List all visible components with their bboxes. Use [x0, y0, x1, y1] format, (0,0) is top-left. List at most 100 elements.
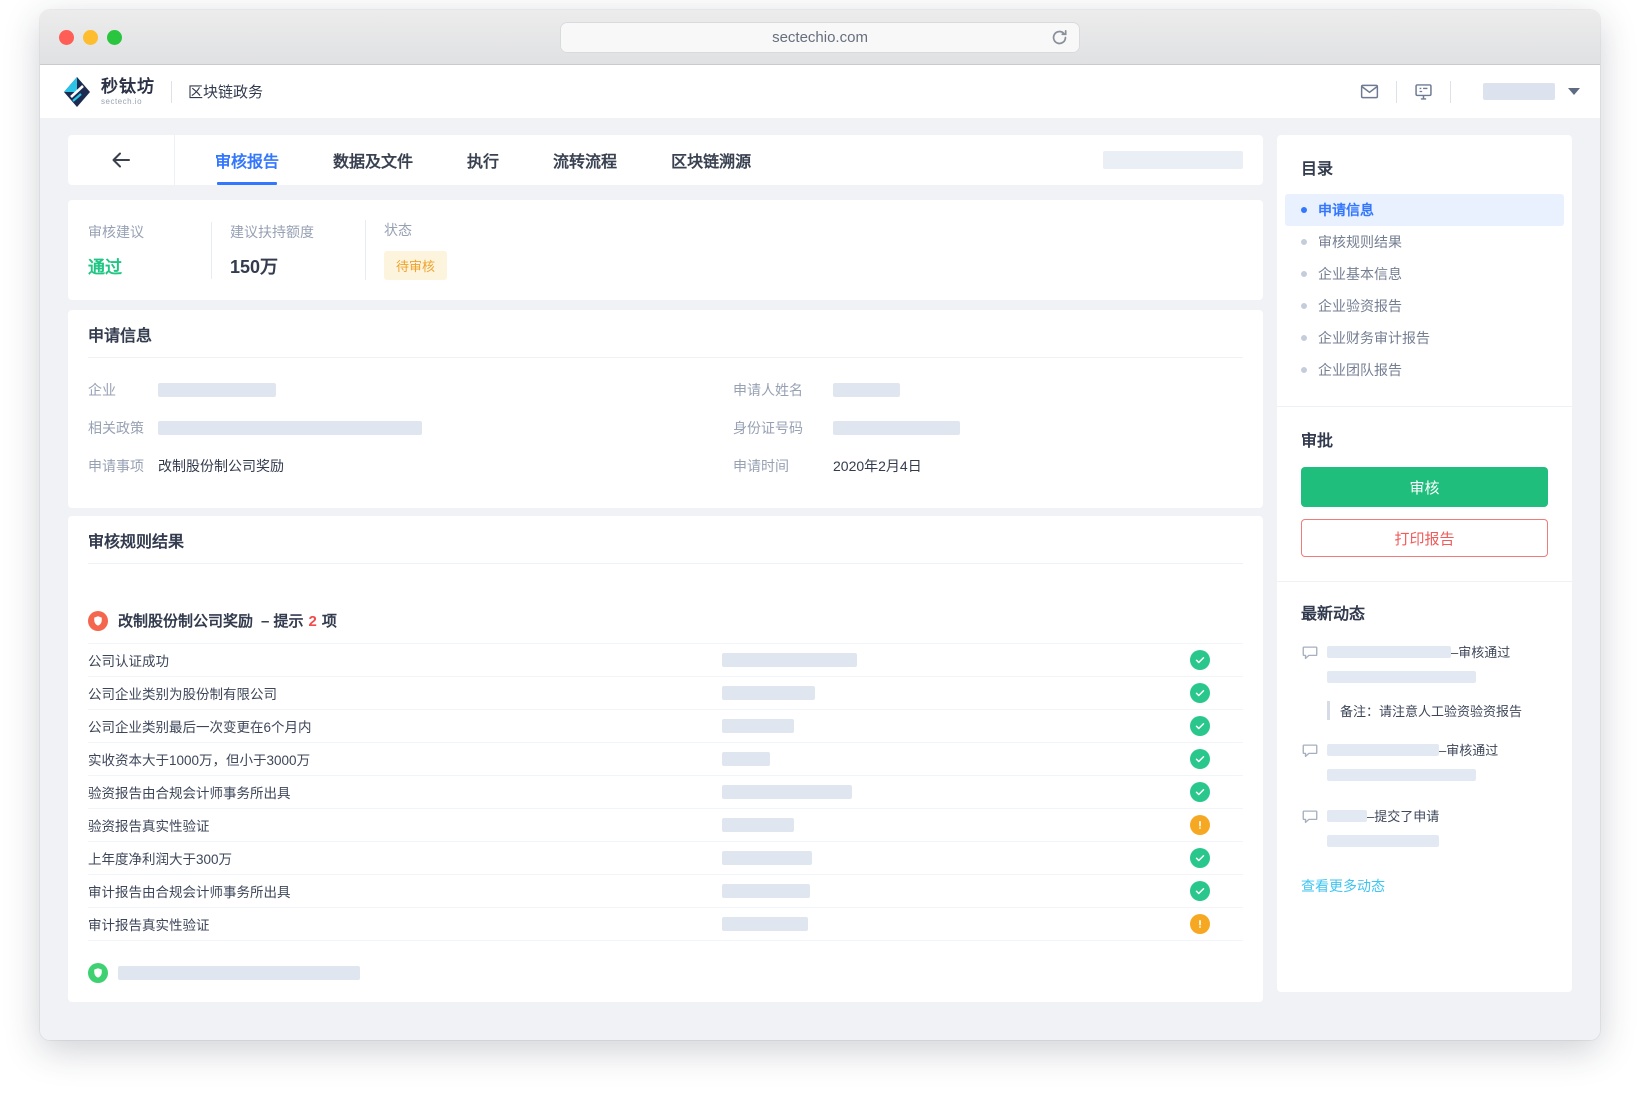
rule-value-placeholder: [722, 686, 815, 700]
tab-flow[interactable]: 流转流程: [553, 135, 617, 185]
browser-window: sectechio.com 秒钛坊 sectech.io 区块链政务: [40, 10, 1600, 1040]
support-amount-value: 150万: [230, 256, 279, 277]
tabs: 审核报告 数据及文件 执行 流转流程 区块链溯源: [215, 135, 751, 185]
toc-item-label: 企业基本信息: [1318, 266, 1402, 282]
rule-value-placeholder: [722, 653, 857, 667]
check-circle-icon: [1190, 749, 1210, 769]
hint-count: 2: [308, 613, 317, 630]
minimize-icon[interactable]: [83, 29, 98, 45]
activity-user-placeholder: [1327, 645, 1451, 658]
apply-time-field: 申请时间 2020年2月4日: [733, 456, 960, 476]
support-amount-field: 建议扶持额度 150万: [211, 221, 365, 279]
activity-action-text: –审核通过: [1439, 743, 1499, 758]
summary-card: 审核建议 通过 建议扶持额度 150万 状态 待审核: [68, 200, 1263, 300]
policy-value-placeholder: [158, 421, 422, 435]
toc-item-rules-result[interactable]: 审核规则结果: [1285, 226, 1564, 258]
application-fields: 企业 相关政策 申请事项 改制股份制公司奖励: [88, 358, 1243, 476]
rule-group-hint: – 提示 2 项: [261, 610, 337, 631]
activity-user-placeholder: [1327, 809, 1367, 822]
header-divider: [1450, 80, 1451, 103]
arrow-left-icon: [112, 152, 130, 168]
status-badge: 待审核: [384, 251, 448, 280]
review-button[interactable]: 审核: [1301, 467, 1548, 507]
tab-execution[interactable]: 执行: [467, 135, 499, 185]
toc-item-capital-verification[interactable]: 企业验资报告: [1285, 290, 1564, 322]
toc-item-label: 企业财务审计报告: [1318, 330, 1430, 346]
field-label: 申请事项: [88, 458, 144, 474]
page-content: 审核报告 数据及文件 执行 流转流程 区块链溯源 审核建议 通过 建议扶持额度 …: [40, 118, 1600, 1040]
activity-item: –审核通过 备注：请注意人工验资验资报告: [1301, 642, 1548, 720]
rule-label: 公司认证成功: [88, 654, 169, 669]
sidebar: 目录 申请信息 审核规则结果 企业基本信息: [1277, 135, 1572, 992]
rule-group-header: 改制股份制公司奖励 – 提示 2 项: [88, 610, 1243, 631]
rule-label: 验资报告真实性验证: [88, 819, 210, 834]
activity-user-placeholder: [1327, 743, 1439, 756]
header-divider: [1396, 80, 1397, 103]
user-menu[interactable]: [1483, 83, 1580, 100]
toc-item-label: 企业验资报告: [1318, 298, 1402, 314]
section-title: 审核规则结果: [88, 516, 1243, 564]
bullet-dot-icon: [1301, 367, 1307, 373]
rule-label: 上年度净利润大于300万: [88, 852, 233, 867]
tab-data-files[interactable]: 数据及文件: [333, 135, 413, 185]
view-more-activity-link[interactable]: 查看更多动态: [1301, 878, 1385, 894]
approval-title: 审批: [1301, 433, 1334, 450]
address-bar[interactable]: sectechio.com: [560, 22, 1080, 53]
tab-label: 审核报告: [215, 154, 280, 171]
rule-value-placeholder: [722, 785, 852, 799]
rule-list: 公司认证成功 公司企业类别为股份制有限公司 公司企业类别最后一次变更在6个月内: [88, 643, 1243, 941]
check-circle-icon: [1190, 782, 1210, 802]
rule-row: 公司认证成功: [88, 644, 1243, 677]
rule-row: 验资报告由合规会计师事务所出具: [88, 776, 1243, 809]
zoom-icon[interactable]: [107, 29, 122, 45]
rule-label: 审计报告真实性验证: [88, 918, 210, 933]
print-report-button[interactable]: 打印报告: [1301, 519, 1548, 557]
refresh-icon[interactable]: [1050, 28, 1069, 47]
comment-bubble-icon: [1302, 809, 1318, 823]
activity-action-text: –提交了申请: [1367, 809, 1440, 824]
check-circle-icon: [1190, 650, 1210, 670]
toc-item-financial-audit[interactable]: 企业财务审计报告: [1285, 322, 1564, 354]
company-value-placeholder: [158, 383, 276, 397]
matter-value: 改制股份制公司奖励: [158, 458, 284, 474]
user-name-placeholder: [1483, 83, 1555, 100]
monitor-icon[interactable]: [1413, 81, 1434, 102]
rule-label: 验资报告由合规会计师事务所出具: [88, 786, 291, 801]
bullet-dot-icon: [1301, 239, 1307, 245]
rule-row: 验资报告真实性验证: [88, 809, 1243, 842]
apply-time-value: 2020年2月4日: [833, 458, 922, 474]
header-divider: [171, 80, 172, 103]
rule-value-placeholder: [722, 917, 808, 931]
browser-chrome: sectechio.com: [40, 10, 1600, 65]
rule-label: 审计报告由合规会计师事务所出具: [88, 885, 291, 900]
rule-row: 公司企业类别最后一次变更在6个月内: [88, 710, 1243, 743]
activity-note: 备注：请注意人工验资验资报告: [1327, 701, 1548, 720]
rule-value-placeholder: [722, 884, 810, 898]
activity-title: 最新动态: [1301, 606, 1366, 623]
activity-item: –审核通过: [1301, 740, 1548, 786]
toc-section: 目录 申请信息 审核规则结果 企业基本信息: [1285, 135, 1564, 406]
field-label: 审核建议: [88, 224, 144, 240]
field-label: 状态: [384, 222, 412, 238]
id-number-field: 身份证号码: [733, 418, 960, 438]
close-icon[interactable]: [59, 29, 74, 45]
rule-label: 实收资本大于1000万，但小于3000万: [88, 753, 311, 768]
next-group-title-placeholder: [118, 966, 360, 980]
tab-review-report[interactable]: 审核报告: [215, 135, 279, 185]
toc-item-application-info[interactable]: 申请信息: [1285, 194, 1564, 226]
rule-value-placeholder: [722, 851, 812, 865]
application-info-card: 申请信息 企业 相关政策 申请事项 改制股份制公司奖励: [68, 310, 1263, 508]
applicant-field: 申请人姓名: [733, 380, 960, 400]
toc-item-team-report[interactable]: 企业团队报告: [1285, 354, 1564, 386]
back-button[interactable]: [68, 135, 175, 185]
shield-green-icon: [88, 963, 108, 983]
tab-blockchain-trace[interactable]: 区块链溯源: [671, 135, 751, 185]
envelope-icon[interactable]: [1359, 81, 1380, 102]
toc-item-company-basic-info[interactable]: 企业基本信息: [1285, 258, 1564, 290]
header-actions: [1359, 80, 1580, 103]
field-label: 申请人姓名: [733, 382, 803, 398]
toc-item-label: 企业团队报告: [1318, 362, 1402, 378]
review-suggestion-value: 通过: [88, 258, 122, 277]
tab-label: 数据及文件: [333, 154, 414, 171]
caret-down-icon: [1568, 88, 1580, 95]
